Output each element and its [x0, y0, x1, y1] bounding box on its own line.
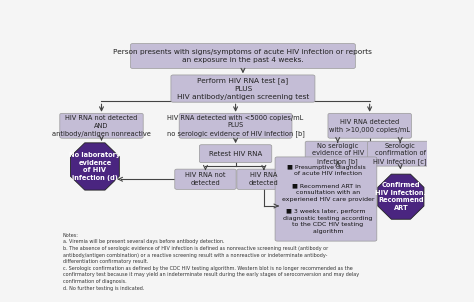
Text: HIV RNA detected
with >10,000 copies/mL: HIV RNA detected with >10,000 copies/mL — [329, 119, 410, 133]
Text: HIV RNA not detected
AND
antibody/antigen nonreactive: HIV RNA not detected AND antibody/antige… — [52, 115, 151, 137]
FancyBboxPatch shape — [368, 141, 433, 166]
FancyBboxPatch shape — [237, 169, 291, 189]
FancyBboxPatch shape — [179, 113, 292, 138]
Text: Notes:
a. Viremia will be present several days before antibody detection.
b. The: Notes: a. Viremia will be present severa… — [63, 233, 359, 291]
Text: No laboratory
evidence
of HIV
infection (d): No laboratory evidence of HIV infection … — [69, 152, 120, 181]
Text: ■ Presumptive diagnosis
  of acute HIV infection

■ Recommend ART in
  consultat: ■ Presumptive diagnosis of acute HIV inf… — [278, 165, 374, 233]
FancyBboxPatch shape — [60, 113, 143, 138]
Text: HIV RNA
detected: HIV RNA detected — [249, 172, 279, 186]
FancyBboxPatch shape — [275, 157, 377, 241]
Text: Confirmed
HIV Infection.
Recommend
ART: Confirmed HIV Infection. Recommend ART — [375, 182, 427, 211]
Text: Perform HIV RNA test [a]
PLUS
HIV antibody/antigen screening test: Perform HIV RNA test [a] PLUS HIV antibo… — [177, 77, 309, 100]
Polygon shape — [71, 143, 119, 190]
FancyBboxPatch shape — [200, 145, 272, 162]
Text: Person presents with signs/symptoms of acute HIV infection or reports
an exposur: Person presents with signs/symptoms of a… — [113, 49, 373, 63]
FancyBboxPatch shape — [130, 43, 356, 69]
Text: Retest HIV RNA: Retest HIV RNA — [209, 151, 262, 157]
FancyBboxPatch shape — [175, 169, 236, 189]
Text: Serologic
confirmation of
HIV infection [c]: Serologic confirmation of HIV infection … — [374, 143, 427, 165]
Text: HIV RNA detected with <5000 copies/mL
PLUS
no serologic evidence of HIV infectio: HIV RNA detected with <5000 copies/mL PL… — [167, 115, 304, 137]
FancyBboxPatch shape — [171, 75, 315, 102]
FancyBboxPatch shape — [328, 113, 411, 138]
Text: No serologic
evidence of HIV
infection [b]: No serologic evidence of HIV infection [… — [311, 143, 364, 165]
Polygon shape — [378, 174, 424, 219]
Text: HIV RNA not
detected: HIV RNA not detected — [185, 172, 226, 186]
FancyBboxPatch shape — [305, 141, 370, 166]
